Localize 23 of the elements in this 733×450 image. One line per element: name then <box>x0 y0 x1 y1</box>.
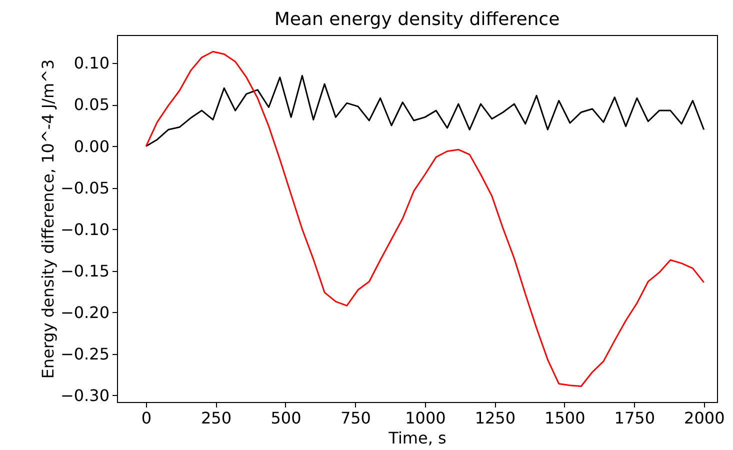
line-series <box>145 50 705 387</box>
y-tick-label: −0.05 <box>60 178 110 198</box>
x-tick-label: 250 <box>200 408 232 428</box>
y-tick-label: −0.30 <box>60 386 110 405</box>
y-tick-label: 0.00 <box>74 136 110 156</box>
x-tick-label: 1250 <box>474 408 516 428</box>
x-axis-title: Time, s <box>388 428 446 448</box>
y-tick-label: 0.05 <box>74 95 110 114</box>
chart-title: Mean energy density difference <box>274 9 560 30</box>
line-series <box>145 74 705 148</box>
y-tick-label: −0.20 <box>60 302 110 322</box>
x-tick-label: 2000 <box>684 408 725 428</box>
x-tick-label: 1750 <box>614 408 656 428</box>
x-tick-label: 1000 <box>405 408 446 428</box>
y-tick-label: −0.15 <box>60 261 110 280</box>
y-tick-label: 0.10 <box>74 54 110 73</box>
x-tick-label: 500 <box>270 408 302 428</box>
x-tick-label: 750 <box>340 408 371 428</box>
y-axis-title: Energy density difference, 10^-4 J/m^3 <box>38 59 58 379</box>
x-tick-label: 1500 <box>544 408 586 428</box>
y-tick-label: −0.25 <box>60 344 110 364</box>
x-tick-label: 0 <box>141 408 152 428</box>
y-tick-label: −0.10 <box>60 220 110 239</box>
